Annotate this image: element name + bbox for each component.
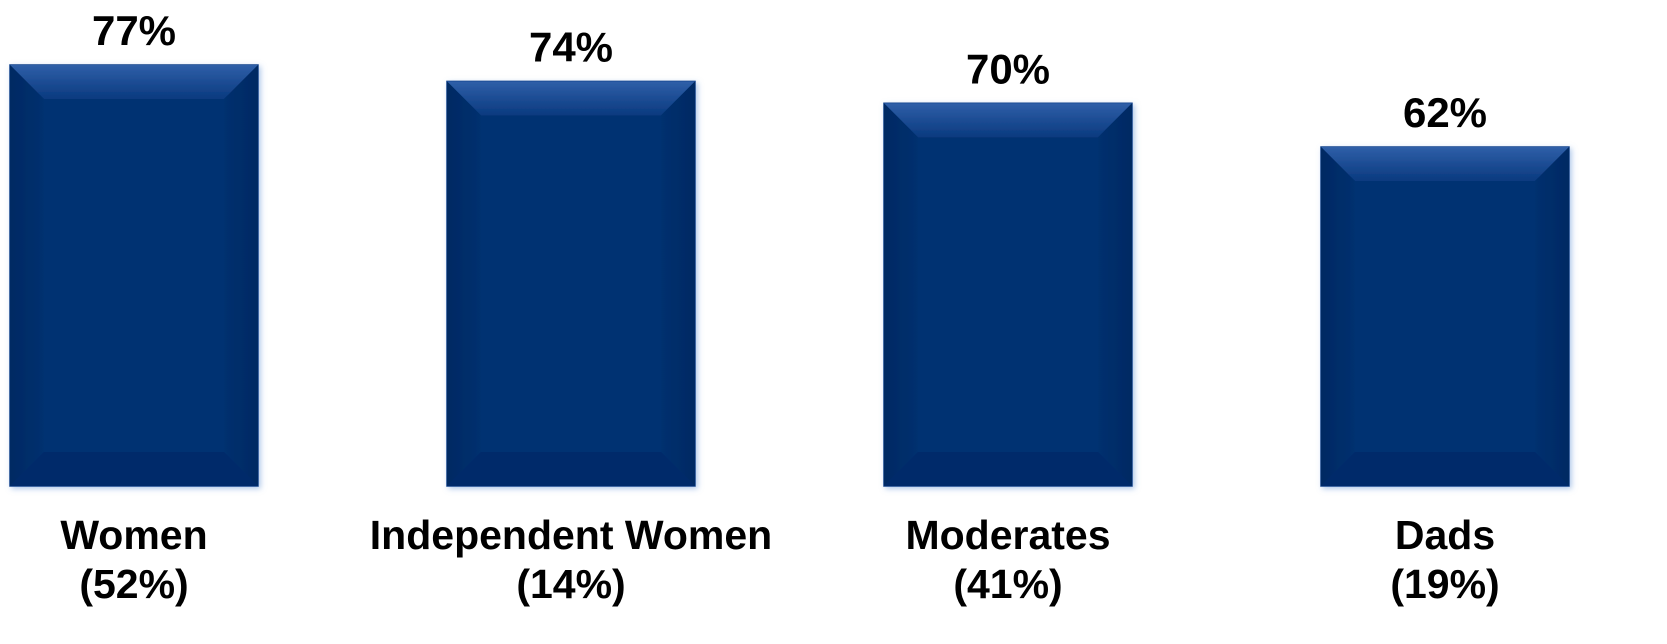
category-label: Independent Women xyxy=(370,512,772,558)
data-label: 70% xyxy=(966,45,1050,92)
bar-right-bevel xyxy=(661,81,695,487)
bar-top-bevel xyxy=(447,81,695,116)
bar-left-bevel xyxy=(1321,147,1355,486)
bar-right-bevel xyxy=(1098,103,1132,486)
bar-left-bevel xyxy=(447,81,481,487)
bar-bottom-bevel xyxy=(10,452,258,486)
bar-bottom-bevel xyxy=(447,452,695,486)
category-share-label: (52%) xyxy=(79,561,188,607)
bar-body xyxy=(1320,146,1570,487)
bar-series xyxy=(9,64,1570,487)
label-layer: 77% Women(52%) 74% Independent Women(14%) 70… xyxy=(60,7,1499,607)
bar xyxy=(9,64,259,487)
bar xyxy=(1320,146,1570,487)
category-label: Dads xyxy=(1395,512,1495,558)
bar-body xyxy=(9,64,259,487)
bar-top-bevel xyxy=(10,65,258,99)
category-label: Women xyxy=(60,512,207,558)
bar-top-bevel xyxy=(884,103,1132,138)
bar-body xyxy=(883,102,1133,487)
data-label: 62% xyxy=(1403,89,1487,136)
bar-right-bevel xyxy=(1535,147,1569,486)
bar xyxy=(883,102,1133,487)
category-share-label: (14%) xyxy=(516,561,625,607)
bar-left-bevel xyxy=(10,65,44,486)
data-label: 77% xyxy=(92,7,176,54)
bar-left-bevel xyxy=(884,103,918,486)
bar xyxy=(446,80,696,487)
category-share-label: (41%) xyxy=(953,561,1062,607)
data-label: 74% xyxy=(529,23,613,70)
bar-right-bevel xyxy=(224,65,258,486)
bar-top-bevel xyxy=(1321,147,1569,182)
category-label: Moderates xyxy=(905,512,1110,558)
bar-bottom-bevel xyxy=(884,452,1132,486)
bar-body xyxy=(446,80,696,487)
bar-bottom-bevel xyxy=(1321,452,1569,486)
category-share-label: (19%) xyxy=(1390,561,1499,607)
